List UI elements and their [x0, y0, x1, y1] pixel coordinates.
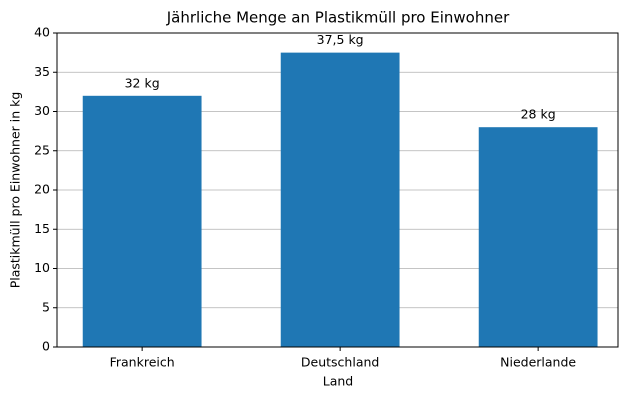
y-tick-label: 40: [34, 25, 50, 40]
value-label: 32 kg: [125, 75, 160, 90]
y-tick-label: 30: [34, 103, 50, 118]
y-tick-label: 20: [34, 182, 50, 197]
x-tick-label: Niederlande: [500, 355, 576, 370]
y-tick-label: 0: [42, 339, 50, 354]
x-tick-label: Frankreich: [110, 355, 175, 370]
bar: [82, 95, 202, 347]
bar: [280, 52, 400, 347]
y-tick-label: 35: [34, 64, 50, 79]
y-axis-label: Plastikmüll pro Einwohner in kg: [8, 92, 23, 289]
y-tick-label: 15: [34, 221, 50, 236]
plot-frame: [56, 32, 619, 348]
chart-title: Jährliche Menge an Plastikmüll pro Einwo…: [166, 9, 510, 27]
y-tick-label: 5: [42, 299, 50, 314]
value-label: 37,5 kg: [317, 32, 364, 47]
value-label: 28 kg: [521, 107, 556, 122]
y-tick-label: 10: [34, 260, 50, 275]
bar: [478, 127, 598, 347]
x-axis-label: Land: [323, 374, 353, 389]
y-tick-label: 25: [34, 142, 50, 157]
x-tick-label: Deutschland: [301, 355, 379, 370]
